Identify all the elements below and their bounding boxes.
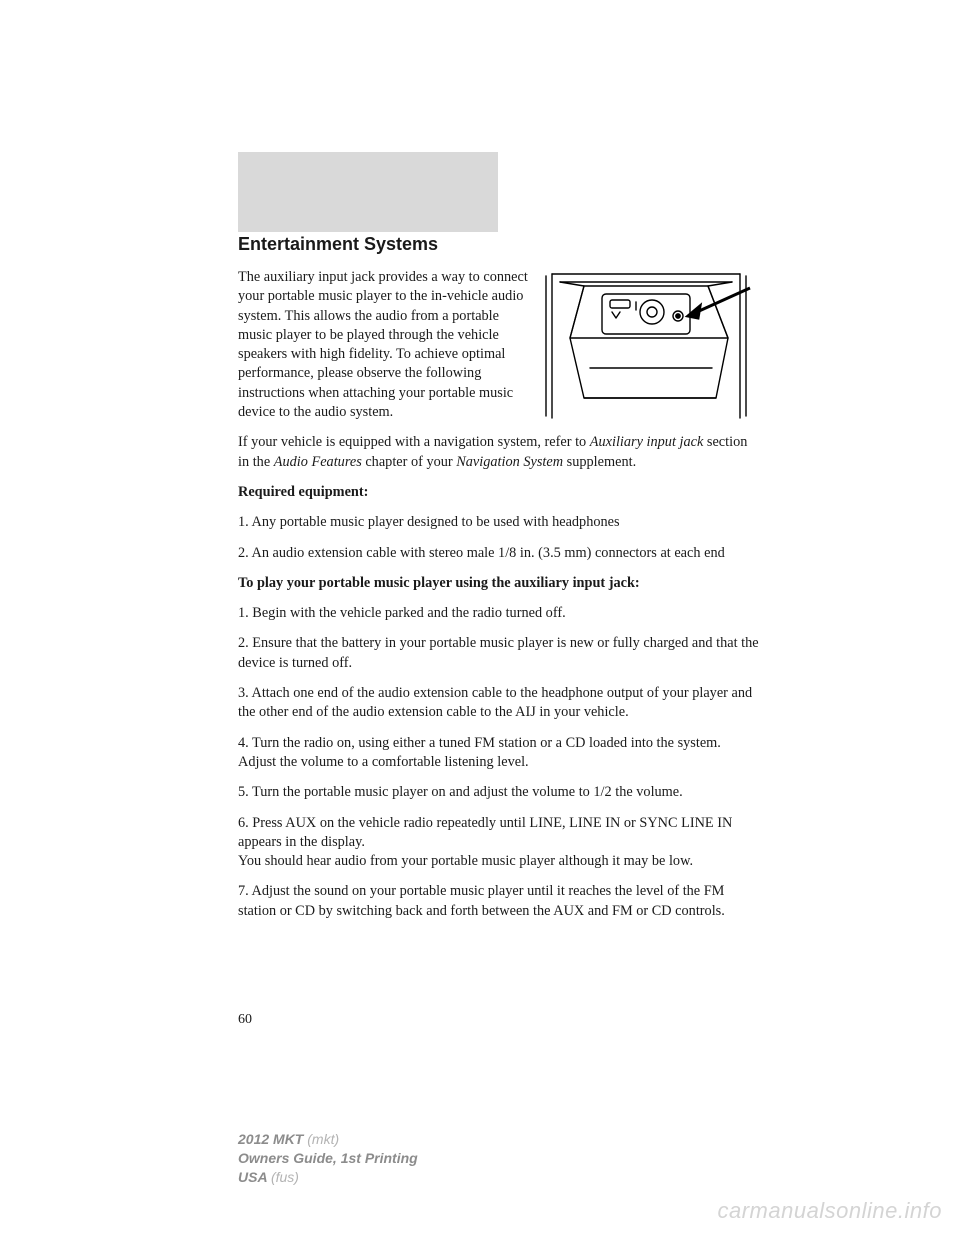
step-3: 3. Attach one end of the audio extension… bbox=[238, 684, 760, 723]
required-equipment-heading: Required equipment: bbox=[238, 483, 760, 502]
footer-model-code: (mkt) bbox=[307, 1131, 339, 1147]
footer-line-2: Owners Guide, 1st Printing bbox=[238, 1149, 418, 1168]
text-run: supplement. bbox=[563, 454, 636, 470]
nav-reference-paragraph: If your vehicle is equipped with a navig… bbox=[238, 433, 760, 472]
footer-line-1: 2012 MKT (mkt) bbox=[238, 1130, 418, 1149]
manual-page: Entertainment Systems bbox=[0, 0, 960, 1242]
aux-jack-illustration bbox=[540, 268, 760, 423]
step-6-line2: You should hear audio from your portable… bbox=[238, 852, 760, 871]
footer-region: USA bbox=[238, 1169, 271, 1185]
intro-block: The auxiliary input jack provides a way … bbox=[238, 268, 760, 433]
footer-line-3: USA (fus) bbox=[238, 1168, 418, 1187]
required-item-2: 2. An audio extension cable with stereo … bbox=[238, 544, 760, 563]
italic-run: Navigation System bbox=[456, 454, 563, 470]
italic-run: Auxiliary input jack bbox=[590, 434, 704, 450]
text-run: If your vehicle is equipped with a navig… bbox=[238, 434, 590, 450]
footer-region-code: (fus) bbox=[271, 1169, 299, 1185]
step-2: 2. Ensure that the battery in your porta… bbox=[238, 634, 760, 673]
footer-model: 2012 MKT bbox=[238, 1131, 307, 1147]
required-item-1: 1. Any portable music player designed to… bbox=[238, 513, 760, 532]
step-5: 5. Turn the portable music player on and… bbox=[238, 783, 760, 802]
italic-run: Audio Features bbox=[274, 454, 362, 470]
step-1: 1. Begin with the vehicle parked and the… bbox=[238, 604, 760, 623]
step-6-line1: 6. Press AUX on the vehicle radio repeat… bbox=[238, 814, 760, 853]
text-run: chapter of your bbox=[362, 454, 456, 470]
step-6: 6. Press AUX on the vehicle radio repeat… bbox=[238, 814, 760, 872]
header-gray-band bbox=[238, 152, 498, 232]
page-content: The auxiliary input jack provides a way … bbox=[238, 268, 760, 932]
play-heading: To play your portable music player using… bbox=[238, 574, 760, 593]
section-title: Entertainment Systems bbox=[238, 234, 438, 255]
footer-block: 2012 MKT (mkt) Owners Guide, 1st Printin… bbox=[238, 1130, 418, 1187]
page-number: 60 bbox=[238, 1012, 252, 1028]
step-7: 7. Adjust the sound on your portable mus… bbox=[238, 882, 760, 921]
step-4: 4. Turn the radio on, using either a tun… bbox=[238, 734, 760, 773]
watermark-text: carmanualsonline.info bbox=[717, 1198, 942, 1224]
